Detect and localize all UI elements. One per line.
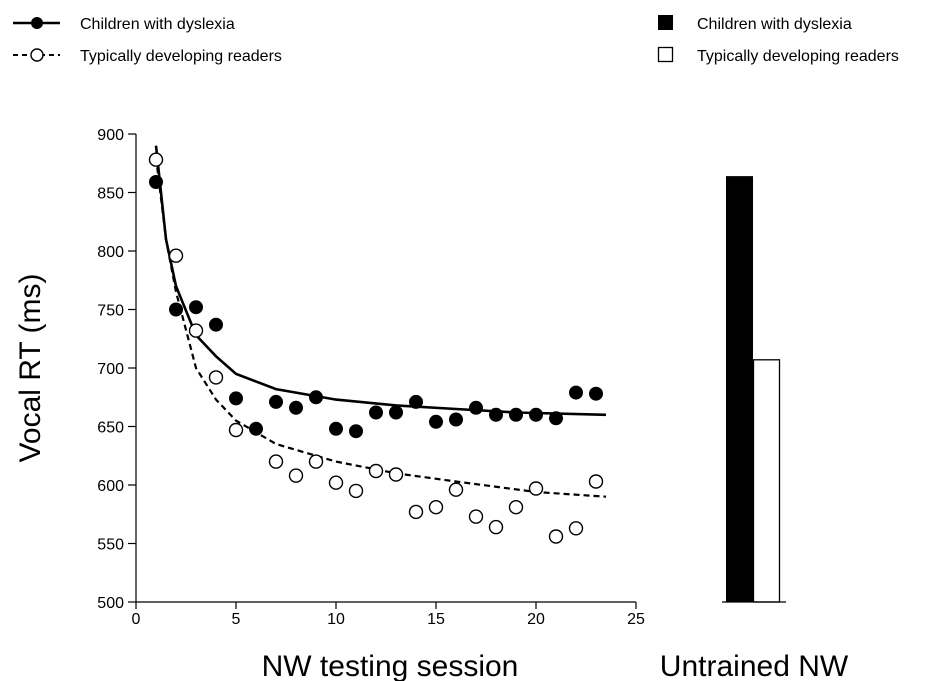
- dyslexia-point: [269, 394, 283, 409]
- typical-point: [368, 463, 384, 479]
- typical-point: [388, 467, 404, 482]
- typical-point: [528, 481, 544, 496]
- typical-point: [588, 474, 604, 489]
- dyslexia-point: [229, 391, 243, 406]
- typical-point: [408, 504, 424, 520]
- typical-point: [168, 248, 184, 263]
- dyslexia-point: [249, 421, 263, 436]
- x-tick-label: 5: [232, 611, 241, 628]
- dyslexia-point: [309, 390, 323, 405]
- dyslexia-point: [349, 424, 363, 439]
- legend-item-typical-line: Typically developing readers: [13, 48, 282, 65]
- dyslexia-point: [589, 386, 603, 401]
- right-legend: Children with dyslexia Typically develop…: [657, 15, 899, 65]
- legend-item-dyslexia-box: Children with dyslexia: [658, 15, 852, 33]
- legend-label-dyslexia-bar: Children with dyslexia: [697, 16, 852, 33]
- typical-point: [148, 152, 164, 167]
- typical-point: [568, 521, 584, 536]
- x-axis-ticks: 0 5 10 15 20 25: [132, 602, 645, 628]
- y-tick-label: 850: [97, 186, 124, 203]
- y-tick-label: 600: [97, 478, 124, 495]
- dyslexia-point: [429, 414, 443, 429]
- dyslexia-point: [149, 175, 163, 189]
- typical-point: [188, 323, 204, 338]
- typical-point: [488, 519, 504, 535]
- dyslexia-fit-curve: [154, 145, 607, 417]
- typical-fit-curve: [154, 157, 607, 498]
- typical-point: [468, 509, 484, 524]
- dyslexia-point: [469, 400, 483, 415]
- typical-point: [548, 529, 564, 544]
- dyslexia-point: [409, 394, 423, 409]
- x-axis-title: NW testing session: [262, 650, 519, 681]
- typical-point: [348, 483, 364, 499]
- dyslexia-point: [289, 400, 303, 415]
- dyslexia-point: [549, 411, 563, 426]
- data-points: [148, 152, 604, 544]
- typical-point: [428, 500, 444, 515]
- y-tick-label: 900: [97, 127, 124, 144]
- x-tick-label: 10: [327, 611, 345, 628]
- y-tick-label: 700: [97, 361, 124, 378]
- fit-curves: [154, 145, 607, 498]
- x-tick-label: 0: [132, 611, 141, 628]
- typical-point: [228, 422, 244, 438]
- dyslexia-point: [369, 405, 383, 420]
- y-axis-title: Vocal RT (ms): [14, 274, 47, 463]
- dyslexia-point: [389, 405, 403, 420]
- legend-label-typical-bar: Typically developing readers: [697, 48, 899, 65]
- x-tick-label: 15: [427, 611, 445, 628]
- dyslexia-point: [189, 300, 203, 315]
- dyslexia-point: [509, 407, 523, 422]
- bars: [726, 176, 781, 603]
- dyslexia-point: [209, 317, 223, 332]
- typical-point: [288, 468, 304, 483]
- legend-marker-open-circle: [30, 48, 44, 62]
- legend-label-typical: Typically developing readers: [80, 48, 282, 65]
- legend-item-typical-box: Typically developing readers: [657, 46, 899, 65]
- y-tick-label: 750: [97, 303, 124, 320]
- y-tick-label: 650: [97, 420, 124, 437]
- x-tick-label: 20: [527, 611, 545, 628]
- dyslexia-point: [529, 407, 543, 422]
- typical-point: [208, 370, 224, 385]
- dyslexia-point: [489, 407, 503, 422]
- y-axis-ticks: 500 550 600 650 700 750 800 850 900: [97, 127, 136, 612]
- y-tick-label: 500: [97, 595, 124, 612]
- untrained-bar-chart: Untrained NW: [660, 176, 849, 681]
- session-plot: 500 550 600 650 700 750 800 850 900 0 5 10 15 20 25 V…: [14, 127, 645, 681]
- left-legend: Children with dyslexia Typically develop…: [13, 16, 282, 65]
- dyslexia-point: [449, 412, 463, 427]
- dyslexia-bar: [726, 176, 753, 602]
- typical-bar: [752, 359, 781, 603]
- y-tick-label: 550: [97, 537, 124, 554]
- typical-point: [328, 475, 344, 490]
- legend-item-dyslexia-line: Children with dyslexia: [13, 16, 235, 33]
- bar-x-axis-title: Untrained NW: [660, 650, 849, 681]
- legend-swatch-open: [657, 46, 674, 63]
- typical-point: [268, 454, 284, 469]
- dyslexia-point: [569, 385, 583, 400]
- typical-point: [508, 500, 524, 515]
- legend-label-dyslexia: Children with dyslexia: [80, 16, 235, 33]
- dyslexia-point: [329, 421, 343, 436]
- legend-marker-filled-circle: [31, 17, 43, 29]
- x-tick-label: 25: [627, 611, 645, 628]
- typical-point: [448, 482, 464, 497]
- y-tick-label: 800: [97, 244, 124, 261]
- dyslexia-point: [169, 302, 183, 317]
- typical-point: [308, 454, 324, 469]
- legend-swatch-filled: [658, 15, 673, 30]
